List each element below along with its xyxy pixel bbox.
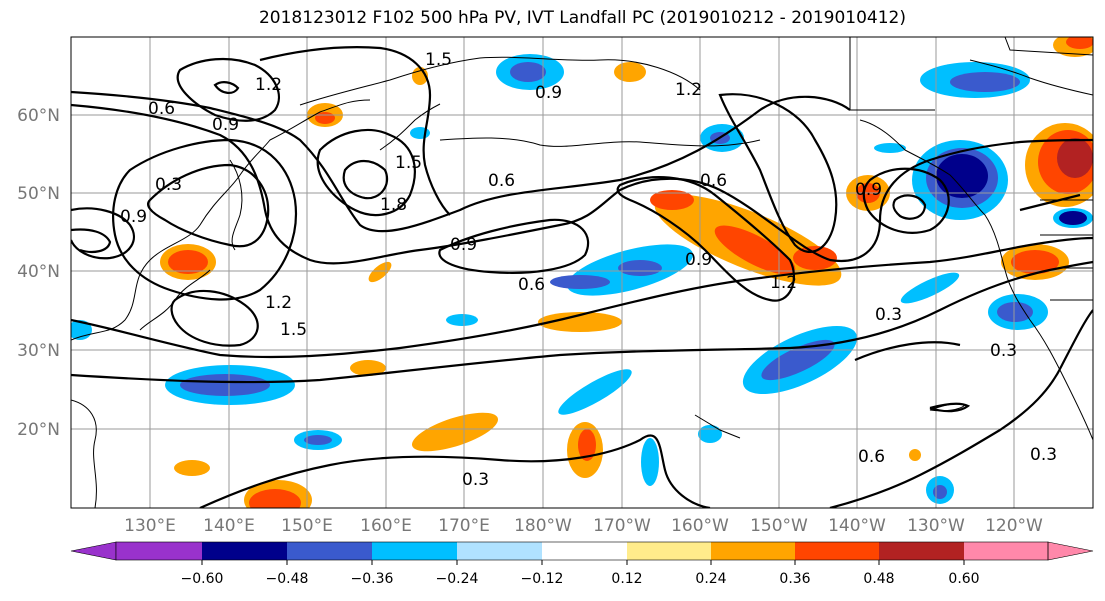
contour-label: 0.3	[462, 470, 489, 490]
lon-label: 120°W	[985, 516, 1043, 536]
contour-label: 1.2	[255, 75, 282, 95]
colorbar-tick-label: 0.48	[863, 571, 894, 587]
colorbar-extend-min-arrow	[70, 541, 117, 561]
lon-label: 150°W	[750, 516, 808, 536]
colorbar-tick-label: 0.24	[695, 571, 726, 587]
contour-label: 1.5	[395, 153, 422, 173]
contour-label: 1.2	[770, 273, 797, 293]
contour-label: 0.9	[685, 250, 712, 270]
contour-label: 0.6	[858, 447, 885, 467]
contour-label: 0.3	[875, 305, 902, 325]
contour-label: 0.9	[855, 180, 882, 200]
colorbar-segment	[457, 542, 542, 560]
colorbar-tick-label: 0.36	[779, 571, 810, 587]
colorbar: −0.60 −0.48 −0.36 −0.24 −0.12 0.12 0.24 …	[70, 541, 1094, 587]
contour-label: 1.2	[265, 293, 292, 313]
colorbar-segment	[627, 542, 711, 560]
colorbar-segment	[795, 542, 879, 560]
colorbar-tick-label: −0.60	[181, 571, 224, 587]
lon-label: 150°E	[281, 516, 333, 536]
contour-label: 1.8	[380, 195, 407, 215]
contour-label: 0.6	[488, 171, 515, 191]
colorbar-tick-label: −0.36	[351, 571, 394, 587]
colorbar-segment	[372, 542, 457, 560]
map-frame	[70, 36, 1094, 509]
contour-label: 1.2	[675, 80, 702, 100]
colorbar-tick-label: −0.24	[436, 571, 479, 587]
colorbar-extend-max-arrow	[1047, 541, 1094, 561]
lon-label: 130°E	[124, 516, 176, 536]
colorbar-segment	[879, 542, 964, 560]
lon-label: 170°W	[593, 516, 651, 536]
longitude-labels: 130°E 140°E 150°E 160°E 170°E 180°W 170°…	[124, 516, 1043, 536]
lat-label: 40°N	[17, 262, 60, 282]
lat-label: 50°N	[17, 184, 60, 204]
lon-label: 140°W	[828, 516, 886, 536]
lon-label: 130°W	[907, 516, 965, 536]
contour-label: 0.3	[990, 341, 1017, 361]
latitude-labels: 60°N 50°N 40°N 30°N 20°N	[17, 106, 60, 440]
lat-label: 30°N	[17, 341, 60, 361]
contour-label: 0.9	[535, 83, 562, 103]
contour-label: 0.9	[212, 115, 239, 135]
contour-label: 1.5	[425, 50, 452, 70]
colorbar-segment	[542, 542, 627, 560]
colorbar-tick-label: −0.48	[266, 571, 309, 587]
colorbar-segment	[116, 542, 202, 560]
figure-title: 2018123012 F102 500 hPa PV, IVT Landfall…	[258, 8, 906, 28]
contour-label: 0.9	[450, 235, 477, 255]
contour-label: 0.3	[155, 175, 182, 195]
lon-label: 180°W	[514, 516, 572, 536]
lat-label: 60°N	[17, 106, 60, 126]
contour-labels: 0.6 0.9 1.2 1.5 1.8 1.2 1.5 0.6 0.9 0.6 …	[120, 50, 1057, 490]
contour-label: 0.3	[1030, 445, 1057, 465]
contour-label: 0.9	[120, 207, 147, 227]
contour-label: 1.5	[280, 320, 307, 340]
colorbar-segment	[202, 542, 287, 560]
lon-label: 140°E	[203, 516, 255, 536]
lon-label: 160°W	[671, 516, 729, 536]
colorbar-segment	[711, 542, 795, 560]
colorbar-ticks	[201, 560, 965, 565]
pv-contours	[71, 46, 1093, 508]
colorbar-segment	[287, 542, 372, 560]
contour-label: 0.6	[518, 275, 545, 295]
lon-label: 170°E	[438, 516, 490, 536]
contour-label: 0.6	[700, 171, 727, 191]
contour-label: 0.6	[148, 99, 175, 119]
colorbar-segment	[964, 542, 1048, 560]
colorbar-tick-label: 0.12	[611, 571, 642, 587]
lon-label: 160°E	[360, 516, 412, 536]
map-content: 0.6 0.9 1.2 1.5 1.8 1.2 1.5 0.6 0.9 0.6 …	[71, 37, 1093, 508]
lat-label: 20°N	[17, 420, 60, 440]
positive-anomaly-shading	[160, 37, 1093, 508]
colorbar-tick-label: 0.60	[948, 571, 979, 587]
colorbar-outline	[115, 541, 1049, 561]
colorbar-tick-label: −0.12	[521, 571, 564, 587]
